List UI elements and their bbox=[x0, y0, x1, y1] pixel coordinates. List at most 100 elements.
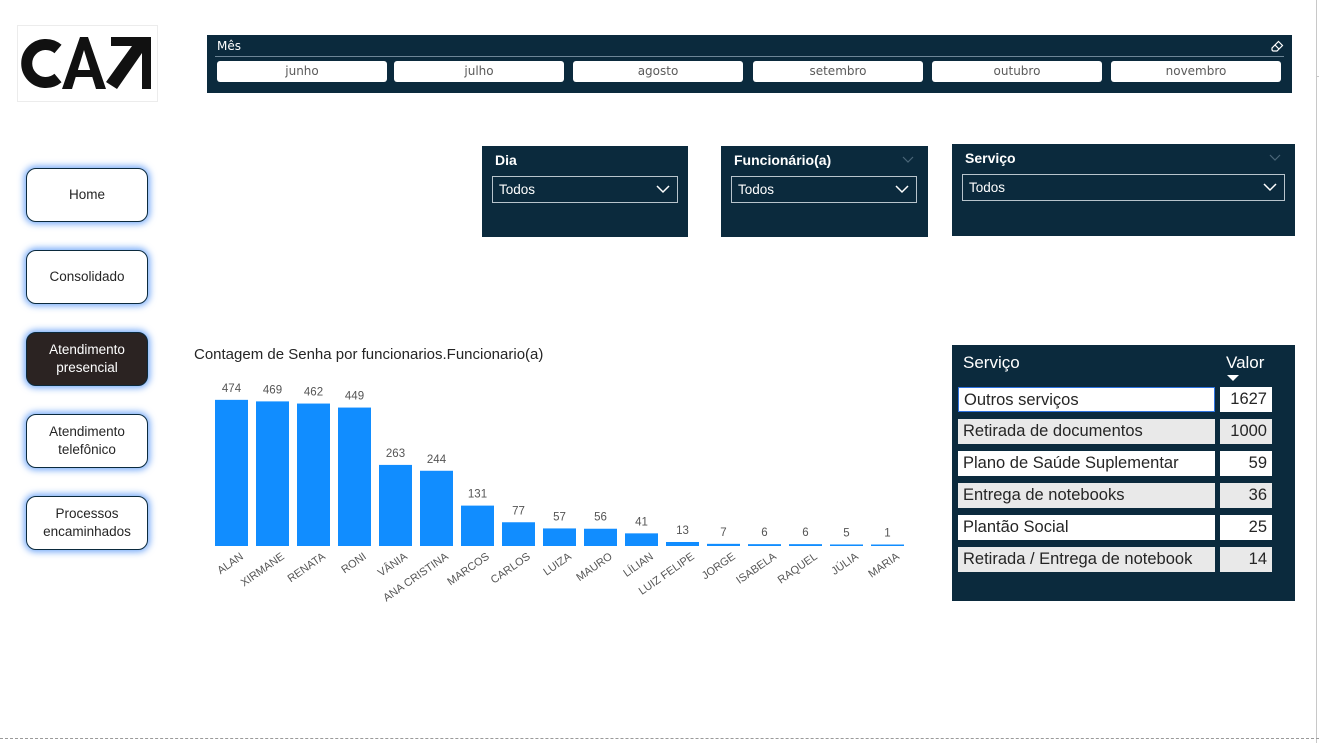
dia-slicer-label: Dia bbox=[495, 152, 517, 168]
chart-title: Contagem de Senha por funcionarios.Funci… bbox=[194, 346, 544, 363]
x-tick-label: MAURO bbox=[574, 550, 615, 584]
month-slicer-divider bbox=[215, 56, 1284, 57]
table-cell-service[interactable]: Outros serviços bbox=[958, 387, 1215, 412]
bar-data-label: 469 bbox=[263, 384, 282, 396]
funcionario-slicer: Funcionário(a) Todos bbox=[721, 146, 928, 237]
month-button-agosto[interactable]: agosto bbox=[573, 61, 743, 82]
x-tick-label: ISABELA bbox=[734, 550, 779, 587]
bar-data-label: 13 bbox=[676, 525, 689, 537]
month-slicer: Mês junho julho agosto setembro outubro … bbox=[207, 35, 1292, 93]
bar-data-label: 131 bbox=[468, 489, 487, 501]
table-cell-value[interactable]: 14 bbox=[1220, 547, 1272, 572]
x-tick-label: XIRMANE bbox=[239, 551, 287, 590]
bar-data-label: 244 bbox=[427, 454, 447, 466]
month-button-junho[interactable]: junho bbox=[217, 61, 387, 82]
dia-dropdown-value: Todos bbox=[499, 182, 536, 197]
bar-data-label: 474 bbox=[222, 383, 242, 395]
x-tick-label: RAQUEL bbox=[776, 551, 820, 587]
dia-dropdown[interactable]: Todos bbox=[492, 176, 678, 203]
funcionario-slicer-label: Funcionário(a) bbox=[734, 152, 832, 168]
bar-data-label: 6 bbox=[761, 527, 767, 539]
table-cell-service[interactable]: Plantão Social bbox=[958, 515, 1215, 540]
table-cell-service[interactable]: Retirada de documentos bbox=[958, 419, 1215, 444]
bar-1[interactable] bbox=[256, 401, 289, 546]
bar-data-label: 6 bbox=[802, 527, 808, 539]
bar-11[interactable] bbox=[666, 541, 699, 546]
bar-data-label: 57 bbox=[553, 511, 566, 523]
funcionario-dropdown-value: Todos bbox=[738, 182, 775, 197]
x-tick-label: ALAN bbox=[215, 551, 245, 577]
servico-slicer-label: Serviço bbox=[965, 150, 1016, 166]
bar-data-label: 77 bbox=[512, 505, 525, 517]
x-tick-label: MARCOS bbox=[445, 551, 491, 589]
bar-15[interactable] bbox=[830, 544, 863, 546]
month-button-outubro[interactable]: outubro bbox=[932, 61, 1102, 82]
x-tick-label: RONI bbox=[339, 551, 368, 577]
bar-5[interactable] bbox=[420, 470, 453, 546]
x-tick-label: LÍLIAN bbox=[621, 550, 656, 580]
logo-graphic bbox=[21, 37, 151, 89]
bar-13[interactable] bbox=[748, 544, 781, 546]
bar-data-label: 5 bbox=[843, 527, 849, 539]
bar-4[interactable] bbox=[379, 464, 412, 546]
table-cell-service[interactable]: Entrega de notebooks bbox=[958, 483, 1215, 508]
service-table: Serviço Valor Outros serviços 1627 Retir… bbox=[952, 345, 1295, 601]
servico-dropdown[interactable]: Todos bbox=[962, 174, 1285, 201]
table-header-service[interactable]: Serviço bbox=[963, 353, 1020, 372]
company-logo bbox=[17, 25, 158, 102]
table-header-value[interactable]: Valor bbox=[1226, 353, 1265, 372]
table-cell-value[interactable]: 25 bbox=[1220, 515, 1272, 540]
bar-14[interactable] bbox=[789, 544, 822, 546]
month-button-novembro[interactable]: novembro bbox=[1111, 61, 1281, 82]
bar-8[interactable] bbox=[543, 528, 576, 546]
servico-slicer: Serviço Todos bbox=[952, 144, 1295, 236]
month-button-setembro[interactable]: setembro bbox=[753, 61, 923, 82]
dia-slicer: Dia Todos bbox=[482, 146, 688, 237]
nav-atendimento-telefonico-button[interactable]: Atendimento telefônico bbox=[26, 414, 148, 468]
bar-3[interactable] bbox=[338, 407, 371, 546]
bar-data-label: 263 bbox=[386, 448, 405, 460]
table-cell-value[interactable]: 36 bbox=[1220, 483, 1272, 508]
table-cell-value[interactable]: 1627 bbox=[1220, 387, 1272, 412]
table-cell-value[interactable]: 59 bbox=[1220, 451, 1272, 476]
sort-descending-icon bbox=[1227, 375, 1239, 381]
month-button-julho[interactable]: julho bbox=[394, 61, 564, 82]
bar-data-label: 41 bbox=[635, 516, 648, 528]
month-slicer-title: Mês bbox=[217, 39, 241, 53]
x-tick-label: VÂNIA bbox=[375, 549, 410, 579]
bar-data-label: 1 bbox=[884, 528, 890, 540]
eraser-icon[interactable] bbox=[1271, 40, 1284, 53]
chevron-down-icon bbox=[1263, 183, 1277, 192]
nav-home-button[interactable]: Home bbox=[26, 168, 148, 222]
nav-atendimento-presencial-button[interactable]: Atendimento presencial bbox=[26, 332, 148, 386]
bar-16[interactable] bbox=[871, 544, 904, 547]
table-cell-service[interactable]: Retirada / Entrega de notebook bbox=[958, 547, 1215, 572]
bar-0[interactable] bbox=[215, 399, 248, 546]
bar-9[interactable] bbox=[584, 528, 617, 546]
bar-data-label: 449 bbox=[345, 391, 364, 403]
page-border bbox=[1316, 0, 1317, 743]
page-border-tick bbox=[1316, 76, 1319, 77]
chevron-down-icon[interactable] bbox=[1269, 154, 1281, 161]
bar-10[interactable] bbox=[625, 533, 658, 546]
bar-6[interactable] bbox=[461, 505, 494, 546]
table-cell-service[interactable]: Plano de Saúde Suplementar bbox=[958, 451, 1215, 476]
bar-12[interactable] bbox=[707, 543, 740, 546]
nav-consolidado-button[interactable]: Consolidado bbox=[26, 250, 148, 304]
x-tick-label: JORGE bbox=[700, 551, 738, 583]
bar-7[interactable] bbox=[502, 522, 535, 546]
bar-chart: 474 ALAN 469 XIRMANE 462 RENATA 449 RONI 263 VÂNI… bbox=[215, 383, 904, 604]
x-tick-label: CARLOS bbox=[489, 551, 533, 587]
bar-data-label: 462 bbox=[304, 387, 323, 399]
bar-2[interactable] bbox=[297, 403, 330, 546]
servico-dropdown-value: Todos bbox=[969, 180, 1006, 195]
bar-data-label: 56 bbox=[594, 512, 607, 524]
nav-processos-encaminhados-button[interactable]: Processos encaminhados bbox=[26, 496, 148, 550]
table-cell-value[interactable]: 1000 bbox=[1220, 419, 1272, 444]
x-tick-label: RENATA bbox=[286, 550, 329, 585]
chevron-down-icon bbox=[656, 185, 670, 194]
chevron-down-icon[interactable] bbox=[902, 156, 914, 163]
chevron-down-icon bbox=[895, 185, 909, 194]
funcionario-dropdown[interactable]: Todos bbox=[731, 176, 917, 203]
page-bottom-border bbox=[0, 738, 1319, 739]
